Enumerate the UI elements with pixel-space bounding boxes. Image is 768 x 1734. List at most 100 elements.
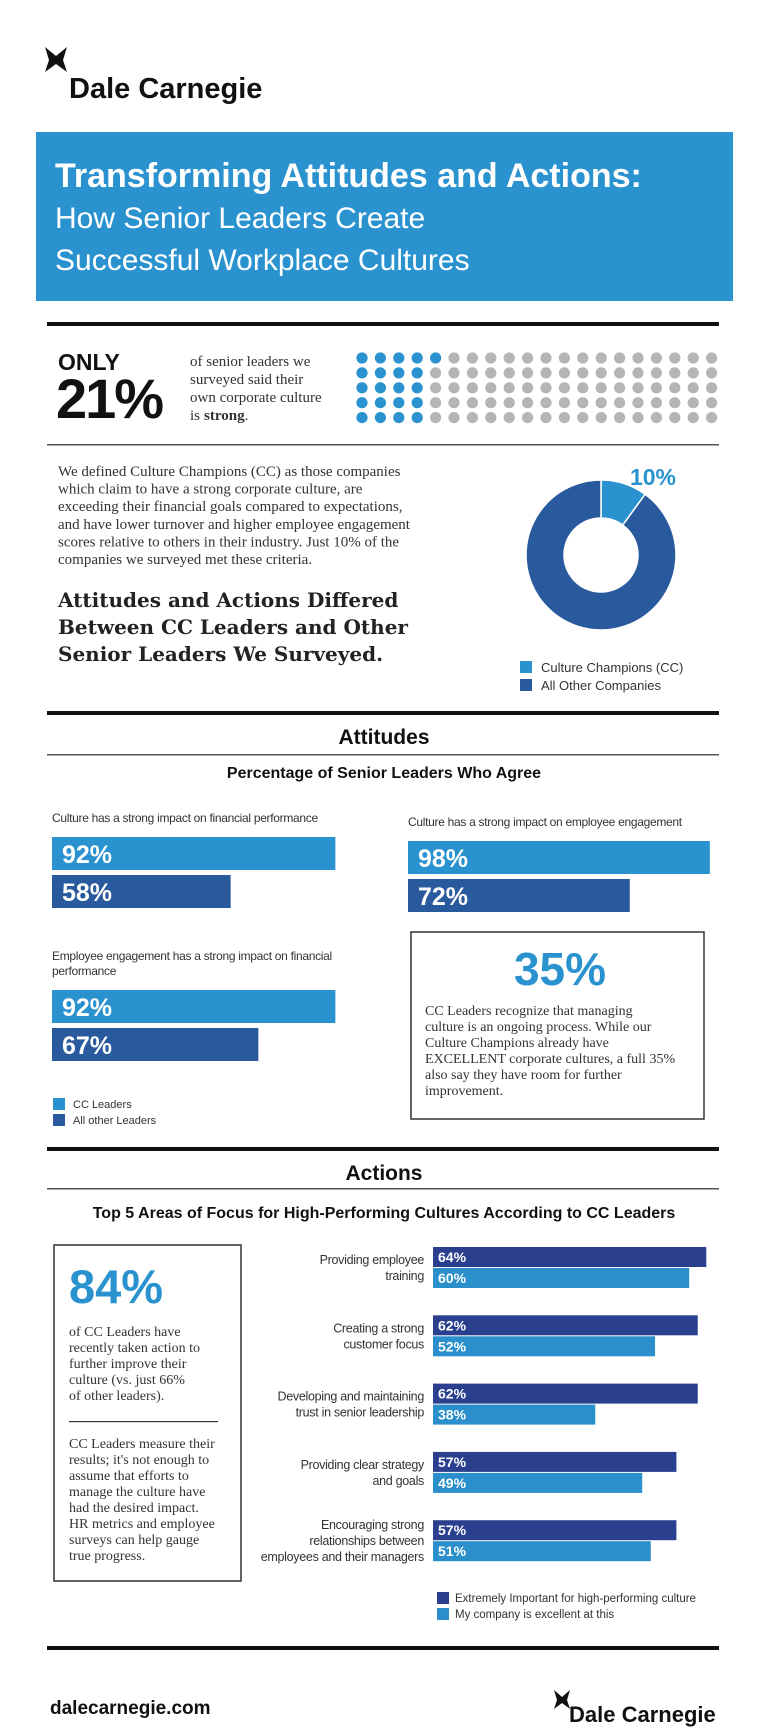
waffle-dot-filled <box>374 382 386 394</box>
box-line: HR metrics and employee <box>69 1517 215 1532</box>
waffle-dot <box>540 352 552 364</box>
box-line: of other leaders). <box>69 1389 164 1404</box>
waffle-dot <box>595 382 607 394</box>
legend-label: My company is excellent at this <box>455 1609 614 1621</box>
waffle-dot-filled <box>411 397 423 409</box>
divider <box>69 1421 218 1423</box>
waffle-dot <box>448 397 460 409</box>
waffle-dot <box>430 397 442 409</box>
box-line: manage the culture have <box>69 1485 205 1500</box>
waffle-dot <box>669 397 681 409</box>
heading-line: Between CC Leaders and Other <box>58 615 408 639</box>
text: is <box>190 408 200 424</box>
rule <box>47 1147 719 1151</box>
waffle-dot <box>448 352 460 364</box>
bar <box>52 1028 259 1061</box>
waffle-dot <box>540 397 552 409</box>
note-line: CC Leaders recognize that managing <box>425 1004 633 1019</box>
waffle-dot <box>577 412 589 424</box>
waffle-dot <box>485 367 497 379</box>
legend-label: Culture Champions (CC) <box>541 660 683 675</box>
bar <box>433 1404 596 1425</box>
waffle-dot <box>650 352 663 364</box>
waffle-dot <box>650 382 663 394</box>
bar-label: 92% <box>62 841 112 869</box>
box-line: recently taken action to <box>69 1341 200 1356</box>
bar <box>408 841 710 874</box>
category-label: Employee engagement has a strong impact … <box>52 949 332 963</box>
category-label: and goals <box>372 1474 424 1488</box>
bar <box>433 1383 698 1404</box>
waffle-dot-filled <box>411 367 423 379</box>
title: Transforming Attitudes and Actions: <box>55 157 642 195</box>
bar <box>52 875 231 908</box>
section-subtitle: Top 5 Areas of Focus for High-Performing… <box>93 1205 676 1222</box>
bar <box>433 1541 651 1562</box>
waffle-dot <box>430 367 442 379</box>
waffle-dot <box>577 382 589 394</box>
rule <box>47 711 719 715</box>
waffle-dot <box>485 412 497 424</box>
waffle-dot <box>614 352 626 364</box>
bar <box>433 1315 698 1336</box>
waffle-dot <box>577 397 589 409</box>
waffle-dot <box>706 412 718 424</box>
note-box <box>410 931 705 1120</box>
bar-label: 72% <box>418 883 468 911</box>
banner <box>36 132 733 301</box>
rule <box>47 1188 719 1190</box>
bar <box>433 1247 707 1267</box>
waffle-dot <box>540 367 552 379</box>
paragraph-line: companies we surveyed met these criteria… <box>58 552 312 568</box>
note-stat: 35% <box>514 943 606 995</box>
big-stat: 21% <box>56 367 163 430</box>
box-stat: 84% <box>69 1260 163 1313</box>
paragraph-line: and have lower turnover and higher emplo… <box>58 517 411 533</box>
waffle-dot <box>466 382 478 394</box>
waffle-dot <box>448 367 460 379</box>
intro-line: of senior leaders we <box>190 354 311 370</box>
legend-label: Extremely Important for high-performing … <box>455 1593 696 1605</box>
category-label: trust in senior leadership <box>296 1406 425 1420</box>
waffle-dot <box>522 412 534 424</box>
category-label: employees and their managers <box>261 1550 424 1564</box>
box-line: further improve their <box>69 1357 187 1372</box>
waffle-dot-filled <box>356 367 368 379</box>
section-subtitle: Percentage of Senior Leaders Who Agree <box>227 765 541 782</box>
box-line: had the desired impact. <box>69 1501 199 1516</box>
bar-label: 60% <box>438 1270 467 1286</box>
waffle-dot <box>650 397 663 409</box>
waffle-dot <box>595 412 607 424</box>
category-label: customer focus <box>343 1337 424 1351</box>
waffle-dot-filled <box>356 397 368 409</box>
text: of senior leaders we <box>190 354 311 370</box>
bar <box>408 879 630 912</box>
rule <box>47 1646 719 1650</box>
bar <box>433 1520 677 1541</box>
waffle-dot <box>614 382 626 394</box>
only-label: ONLY <box>58 349 120 375</box>
bar <box>433 1451 677 1472</box>
waffle-dot <box>466 367 478 379</box>
stat-box <box>53 1244 242 1582</box>
bar-label: 67% <box>62 1032 112 1060</box>
waffle-dot <box>632 397 644 409</box>
bar <box>433 1336 656 1357</box>
legend-label: CC Leaders <box>73 1099 132 1111</box>
category-label: relationships between <box>309 1534 424 1548</box>
box-line: true progress. <box>69 1549 145 1564</box>
waffle-dot <box>558 382 571 394</box>
waffle-dot-filled <box>374 397 386 409</box>
text: . <box>245 408 249 424</box>
waffle-dot <box>522 397 534 409</box>
heading-line: Senior Leaders We Surveyed. <box>58 642 383 666</box>
brand: Dale Carnegie <box>69 73 262 105</box>
waffle-dot <box>614 412 626 424</box>
category-label: Culture has a strong impact on employee … <box>408 815 683 829</box>
waffle-dot <box>503 352 515 364</box>
bold-text: strong <box>204 408 245 424</box>
legend-label: All other Leaders <box>73 1115 157 1127</box>
waffle-dot <box>448 382 460 394</box>
